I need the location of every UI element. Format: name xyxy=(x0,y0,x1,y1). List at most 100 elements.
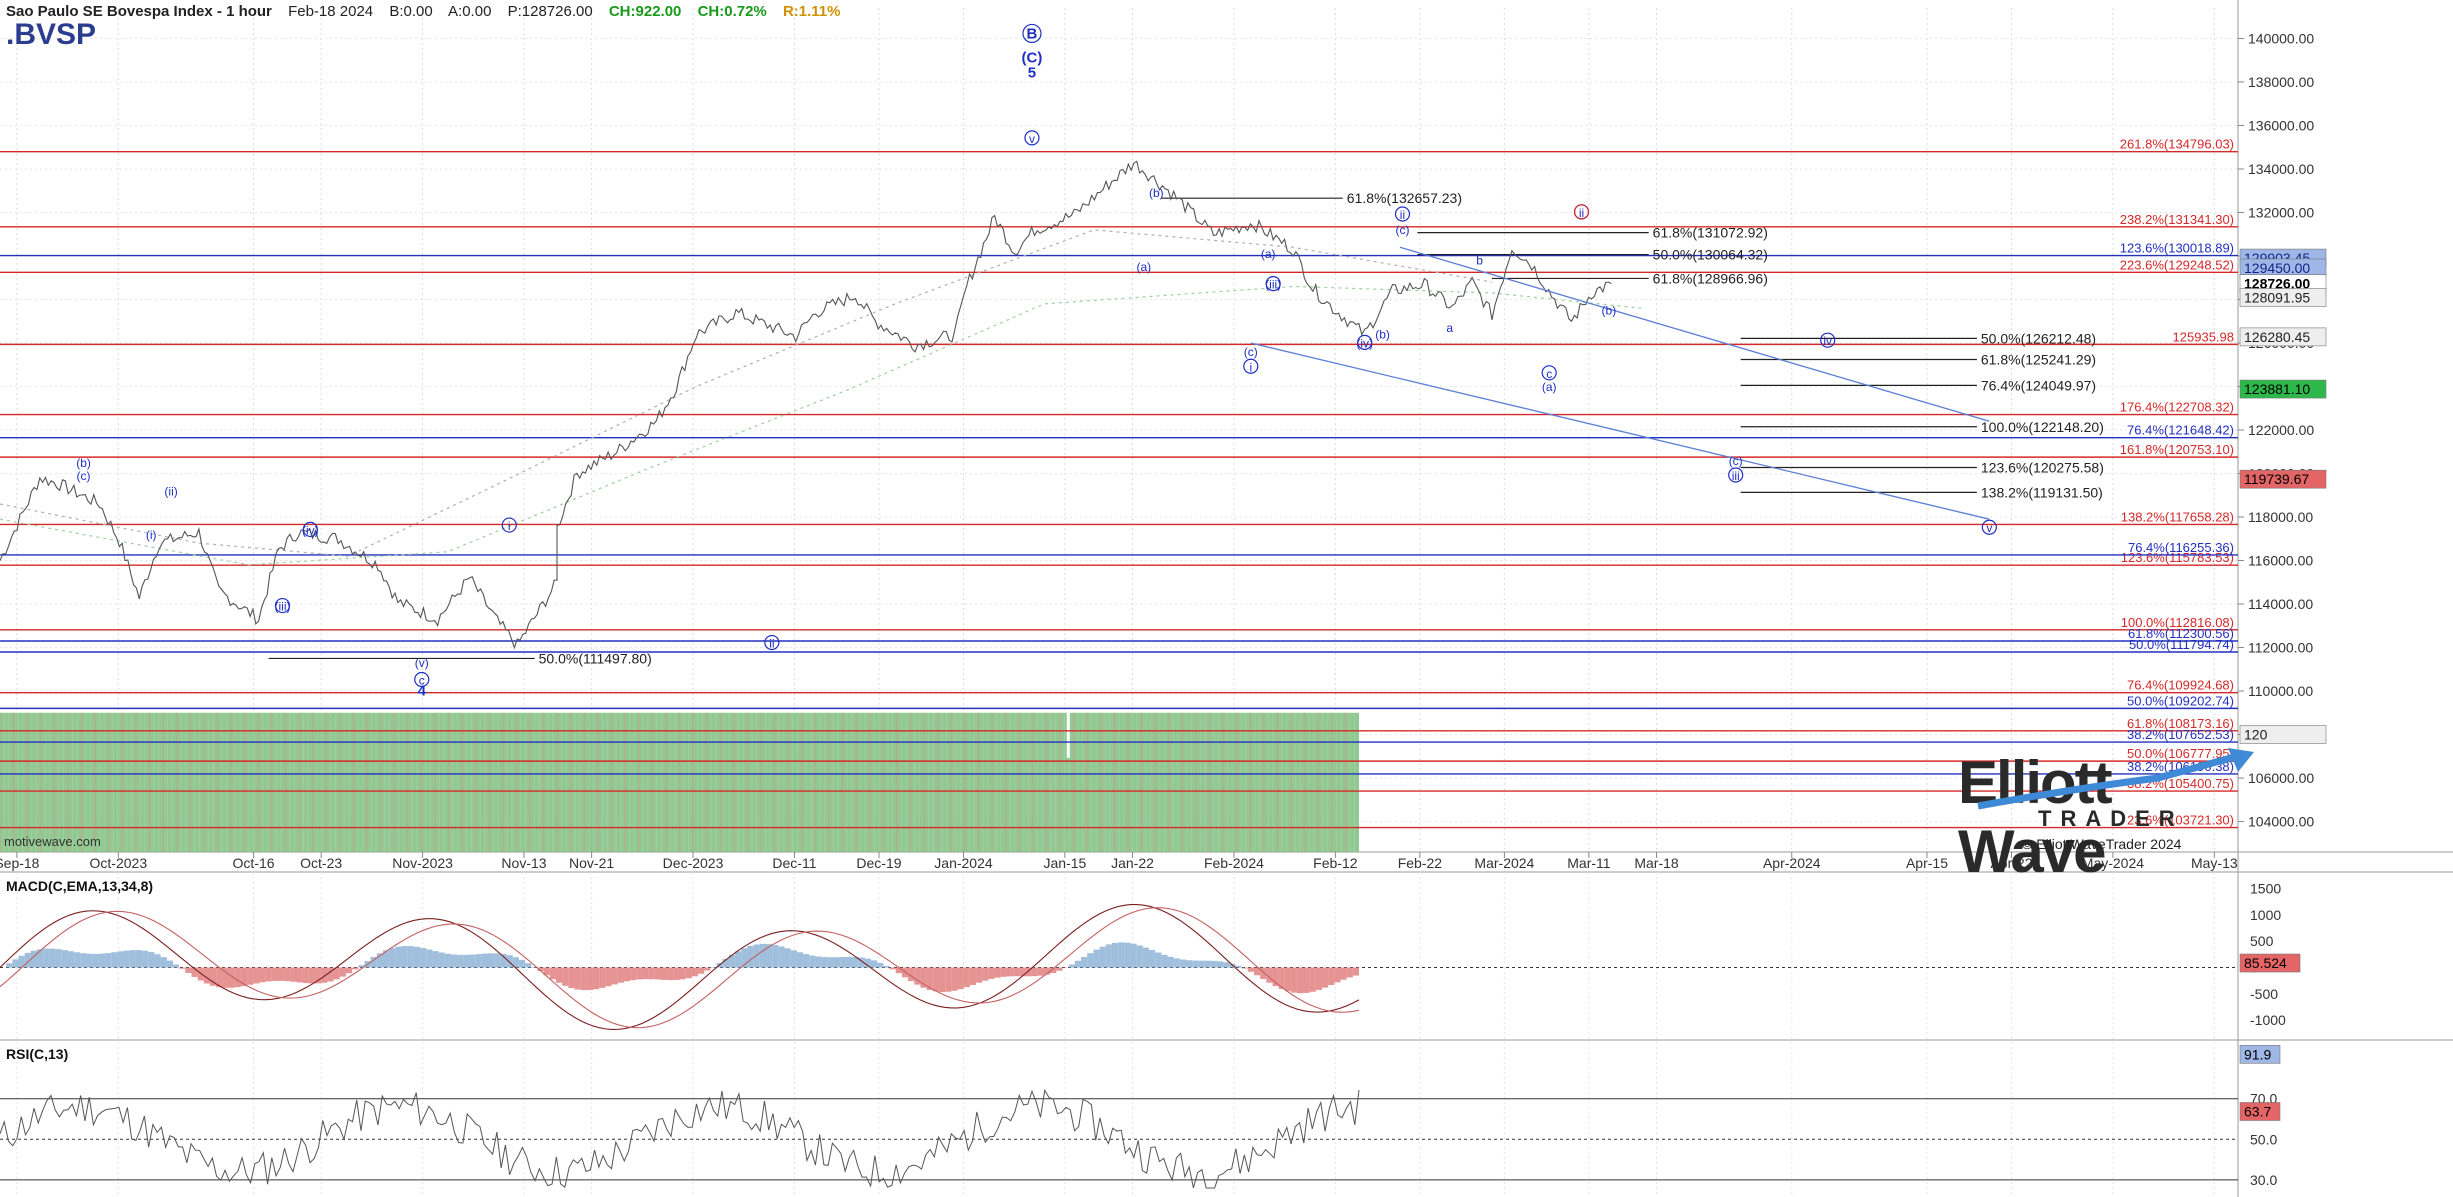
wave-label: ii xyxy=(1579,206,1584,220)
price-box xyxy=(2239,327,2327,347)
macd-histogram-bar xyxy=(457,954,464,968)
rsi-y-tick-label: 30.0 xyxy=(2250,1172,2277,1188)
rsi-line xyxy=(0,1088,1360,1189)
x-tick-label: Jan-15 xyxy=(1044,855,1087,871)
macd-histogram-bar xyxy=(1093,949,1100,968)
macd-histogram-bar xyxy=(1142,947,1149,968)
macd-y-tick-label: -1000 xyxy=(2250,1012,2286,1028)
macd-histogram-bar xyxy=(315,967,322,984)
macd-histogram-bar xyxy=(1074,960,1082,968)
macd-histogram-bar xyxy=(30,950,38,968)
trendline xyxy=(1250,342,1990,520)
macd-histogram-bar xyxy=(735,951,742,968)
macd-histogram-bar xyxy=(747,945,754,968)
macd-histogram-bar xyxy=(1260,967,1267,979)
macd-histogram-bar xyxy=(67,951,75,968)
wave-label: ii xyxy=(769,637,774,651)
macd-histogram-bar xyxy=(327,967,334,982)
blue-fib-label: 38.2%(107652.53) xyxy=(2127,727,2234,742)
red-fib-label: 161.8%(120753.10) xyxy=(2120,442,2234,457)
wave-label-circle xyxy=(1265,276,1281,292)
x-tick-label: Mar-11 xyxy=(1567,855,1611,871)
wave-label-circle xyxy=(274,597,291,614)
macd-histogram-bar xyxy=(1334,967,1341,983)
macd-histogram-bar xyxy=(142,950,149,968)
x-tick-label: Oct-23 xyxy=(300,855,342,871)
y-tick-label: 116000.00 xyxy=(2248,553,2313,569)
macd-histogram-bar xyxy=(1118,942,1125,968)
macd-histogram-bar xyxy=(667,967,674,981)
macd-histogram-bar xyxy=(957,967,964,990)
macd-histogram-bar xyxy=(1161,954,1168,968)
macd-y-tick-label: 1000 xyxy=(2250,907,2281,923)
macd-histogram-bar xyxy=(883,965,890,968)
header-price: P:128726.00 xyxy=(507,3,593,20)
wave-label: (a) xyxy=(1261,247,1276,261)
price-box-label: 120 xyxy=(2244,727,2268,743)
price-box xyxy=(2239,725,2327,744)
macd-histogram-bar xyxy=(938,967,946,993)
y-tick-label: 112000.00 xyxy=(2248,640,2313,656)
target-label-circle xyxy=(1573,204,1590,220)
wave-label: c xyxy=(1546,367,1552,381)
wave-label: (c) xyxy=(1395,223,1409,237)
x-tick-label: Sep-18 xyxy=(0,855,40,871)
macd-histogram-bar xyxy=(549,967,556,980)
macd-histogram-bar xyxy=(413,946,421,968)
macd-histogram-bar xyxy=(148,952,155,968)
y-tick-label: 136000.00 xyxy=(2248,117,2314,133)
y-tick-label: 106000.00 xyxy=(2248,770,2314,786)
wave-label-circle xyxy=(1981,519,1997,535)
macd-histogram-bar xyxy=(704,967,711,971)
trendline xyxy=(1399,246,1990,422)
macd-histogram-bar xyxy=(1056,967,1063,971)
red-fib-label: 76.4%(109924.68) xyxy=(2127,678,2234,693)
macd-histogram-bar xyxy=(345,967,353,974)
macd-histogram-bar xyxy=(1136,945,1143,968)
wave-label-circle xyxy=(1728,467,1744,483)
macd-histogram-bar xyxy=(37,949,44,968)
logo-arrow-icon xyxy=(1977,748,2254,810)
x-tick-label: Feb-22 xyxy=(1398,855,1443,871)
wave-label: (v) xyxy=(415,656,429,670)
macd-histogram-bar xyxy=(18,955,25,968)
projection-label: 100.0%(122148.20) xyxy=(1981,419,2104,435)
macd-histogram-bar xyxy=(969,967,977,985)
rsi-value-label: 63.7 xyxy=(2244,1103,2271,1119)
macd-histogram-bar xyxy=(1111,942,1119,968)
macd-histogram-bar xyxy=(858,957,865,968)
macd-histogram-bar xyxy=(555,967,563,983)
macd-histogram-bar xyxy=(1186,960,1193,968)
macd-histogram-bar xyxy=(401,945,408,968)
macd-histogram-bar xyxy=(80,953,87,968)
macd-histogram-bar xyxy=(531,966,538,968)
macd-histogram-bar xyxy=(951,967,958,991)
macd-histogram-bar xyxy=(988,967,995,979)
macd-histogram-bar xyxy=(871,960,878,968)
macd-histogram-bar xyxy=(154,954,161,968)
macd-histogram-bar xyxy=(1247,967,1255,972)
wave-label-circle xyxy=(1820,332,1836,348)
macd-histogram-bar xyxy=(636,967,643,980)
price-box-label: 119739.67 xyxy=(2244,471,2309,487)
macd-histogram-bar xyxy=(772,945,779,968)
wave-label-circle xyxy=(501,517,517,533)
macd-histogram-bar xyxy=(1081,956,1088,968)
red-fib-label: 125935.98 xyxy=(2173,329,2234,344)
macd-histogram-bar xyxy=(259,967,266,983)
wave-label: 5 xyxy=(1028,65,1036,82)
macd-signal-line xyxy=(0,907,1360,1029)
rsi-value-box xyxy=(2239,1045,2281,1064)
projection-label: 123.6%(120275.58) xyxy=(1981,460,2104,476)
x-tick-label: May-2024 xyxy=(2082,855,2144,871)
macd-histogram-bar xyxy=(1321,967,1329,988)
red-fib-label: 176.4%(122708.32) xyxy=(2120,400,2234,415)
wave-label: (i) xyxy=(146,528,157,542)
wave-label-circle xyxy=(1243,358,1259,374)
blue-fib-label: 76.4%(116255.36) xyxy=(2128,540,2234,555)
red-fib-label: 23.6%(103721.30) xyxy=(2127,813,2234,828)
macd-histogram-bar xyxy=(117,951,124,968)
x-tick-label: Dec-2023 xyxy=(663,855,724,871)
macd-histogram-bar xyxy=(203,967,211,984)
